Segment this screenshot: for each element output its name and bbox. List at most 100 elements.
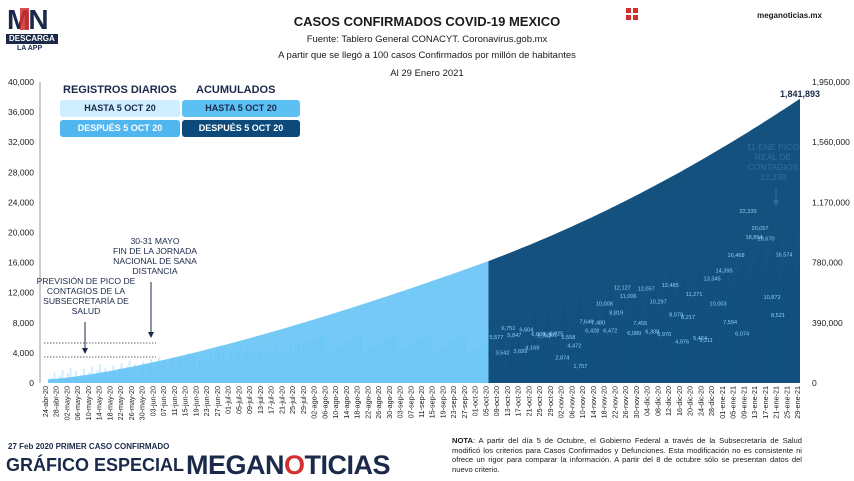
cumulative-area-after <box>488 98 800 383</box>
x-tick-label: 03-sep-20 <box>396 386 405 418</box>
legend-daily-before: HASTA 5 OCT 20 <box>60 100 180 117</box>
x-tick-label: 30-ago-20 <box>385 386 394 419</box>
x-tick-label: 18-ago-20 <box>353 386 362 419</box>
right-axis-tick: 1,170,000 <box>812 197 850 207</box>
daily-value-label: 10,297 <box>650 300 667 306</box>
x-tick-label: 17-ene-21 <box>761 386 770 419</box>
daily-value-label: 7,646 <box>579 319 593 325</box>
x-tick-label: 17-oct-20 <box>514 386 523 416</box>
x-tick-label: 02-nov-20 <box>557 386 566 418</box>
site-link[interactable]: meganoticias.mx <box>757 11 822 20</box>
logo-app-text[interactable]: LA APP <box>17 45 43 52</box>
x-tick-label: 17-jul-20 <box>267 386 276 414</box>
daily-value-label: 3,699 <box>513 349 527 355</box>
left-axis-tick: 32,000 <box>8 137 34 147</box>
left-axis-tick: 28,000 <box>8 167 34 177</box>
left-axis-tick: 12,000 <box>8 288 34 298</box>
x-tick-label: 07-jun-20 <box>159 386 168 416</box>
right-axis-tick: 1,950,000 <box>812 77 850 87</box>
jornada-arrowhead <box>148 332 154 338</box>
x-tick-label: 19-jun-20 <box>191 386 200 416</box>
logo-descarga-text[interactable]: DESCARGA <box>6 34 58 44</box>
daily-value-label: 4,169 <box>525 346 539 352</box>
daily-value-label: 6,000 <box>531 332 545 338</box>
x-tick-label: 21-ene-21 <box>772 386 781 419</box>
daily-value-label: 8,217 <box>681 315 695 321</box>
x-tick-label: 01-ene-21 <box>718 386 727 419</box>
x-tick-label: 15-sep-20 <box>428 386 437 418</box>
left-axis-tick: 20,000 <box>8 228 34 238</box>
daily-value-label: 8,819 <box>609 311 623 317</box>
daily-value-label: 6,472 <box>603 328 617 334</box>
daily-value-label: 14,395 <box>716 269 733 275</box>
x-tick-label: 18-may-20 <box>105 386 114 420</box>
x-tick-label: 30-may-20 <box>138 386 147 420</box>
x-tick-label: 09-oct-20 <box>492 386 501 416</box>
annotation-marks <box>44 188 779 358</box>
daily-value-label: 18,670 <box>757 237 774 243</box>
daily-value-label: 11,006 <box>620 294 637 300</box>
daily-value-label: 22,339 <box>740 209 757 215</box>
annotation-pico-prevision: PREVISIÓN DE PICO DE CONTAGIOS DE LA SUBS… <box>36 276 136 316</box>
daily-value-label: 7,594 <box>723 320 737 326</box>
daily-value-label: 2,874 <box>555 355 569 361</box>
daily-value-label: 5,211 <box>699 338 713 344</box>
grid-icon[interactable] <box>626 8 638 20</box>
daily-bar <box>53 372 56 383</box>
x-axis-ticks: 24-abr-20 28-abr-20 02-may-20 06-may-20 10-m… <box>41 386 802 420</box>
real-pico-arrowhead <box>773 200 779 206</box>
x-tick-label: 24-dic-20 <box>696 386 705 416</box>
daily-value-label: 5,464 <box>693 336 707 342</box>
x-tick-label: 21-jul-20 <box>277 386 286 414</box>
x-tick-label: 10-ago-20 <box>331 386 340 419</box>
daily-value-label: 12,127 <box>614 286 631 292</box>
daily-value-label: 20,057 <box>751 226 768 232</box>
right-axis: 1,950,000 1,560,000 1,170,000 780,000 390,00… <box>812 77 850 388</box>
x-tick-label: 26-ago-20 <box>374 386 383 419</box>
daily-value-label: 6,074 <box>735 331 749 337</box>
daily-value-label: 4,472 <box>567 343 581 349</box>
x-tick-label: 06-nov-20 <box>567 386 576 418</box>
x-tick-label: 28-dic-20 <box>707 386 716 416</box>
x-tick-label: 13-oct-20 <box>503 386 512 416</box>
left-axis: 40,000 36,000 32,000 28,000 24,000 20,000 16,0… <box>8 77 41 388</box>
x-tick-label: 09-jul-20 <box>245 386 254 414</box>
x-tick-label: 05-jul-20 <box>234 386 243 414</box>
x-tick-label: 10-nov-20 <box>578 386 587 418</box>
daily-value-label: 6,089 <box>627 331 641 337</box>
x-tick-label: 14-ago-20 <box>342 386 351 419</box>
x-tick-label: 20-dic-20 <box>686 386 695 416</box>
daily-value-label: 12,057 <box>638 286 655 292</box>
x-tick-label: 14-nov-20 <box>589 386 598 418</box>
daily-value-label: 6,308 <box>645 330 659 336</box>
left-axis-tick: 8,000 <box>13 318 35 328</box>
daily-value-label: 5,931 <box>543 332 557 338</box>
first-case-note: 27 Feb 2020 PRIMER CASO CONFIRMADO <box>8 442 170 451</box>
chart-title: CASOS CONFIRMADOS COVID-19 MEXICO <box>293 14 561 29</box>
x-tick-label: 15-jun-20 <box>181 386 190 416</box>
daily-value-label: 18,894 <box>745 235 762 241</box>
daily-value-label: 3,542 <box>495 350 509 356</box>
daily-value-label: 5,577 <box>489 335 503 341</box>
x-tick-label: 25-oct-20 <box>535 386 544 416</box>
daily-value-label: 6,751 <box>501 326 515 332</box>
x-tick-label: 18-nov-20 <box>600 386 609 418</box>
left-axis-tick: 24,000 <box>8 197 34 207</box>
x-tick-label: 25-jul-20 <box>288 386 297 414</box>
daily-bar <box>69 367 72 383</box>
daily-value-label: 6,025 <box>549 332 563 338</box>
left-axis-tick: 4,000 <box>13 348 35 358</box>
x-tick-label: 05-ene-21 <box>729 386 738 419</box>
daily-value-label: 10,008 <box>596 302 613 308</box>
daily-value-label: 10,872 <box>763 295 780 301</box>
daily-value-label: 5,558 <box>561 335 575 341</box>
chart-criterion: A partir que se llegó a 100 casos Confir… <box>278 50 576 61</box>
daily-value-label: 5,970 <box>657 332 671 338</box>
annotation-jornada: 30-31 MAYO FIN DE LA JORNADA NACIONAL DE … <box>112 236 198 276</box>
right-axis-tick: 0 <box>812 378 817 388</box>
x-tick-label: 03-jun-20 <box>148 386 157 416</box>
daily-value-label: 6,604 <box>519 327 533 333</box>
x-tick-label: 27-jun-20 <box>213 386 222 416</box>
